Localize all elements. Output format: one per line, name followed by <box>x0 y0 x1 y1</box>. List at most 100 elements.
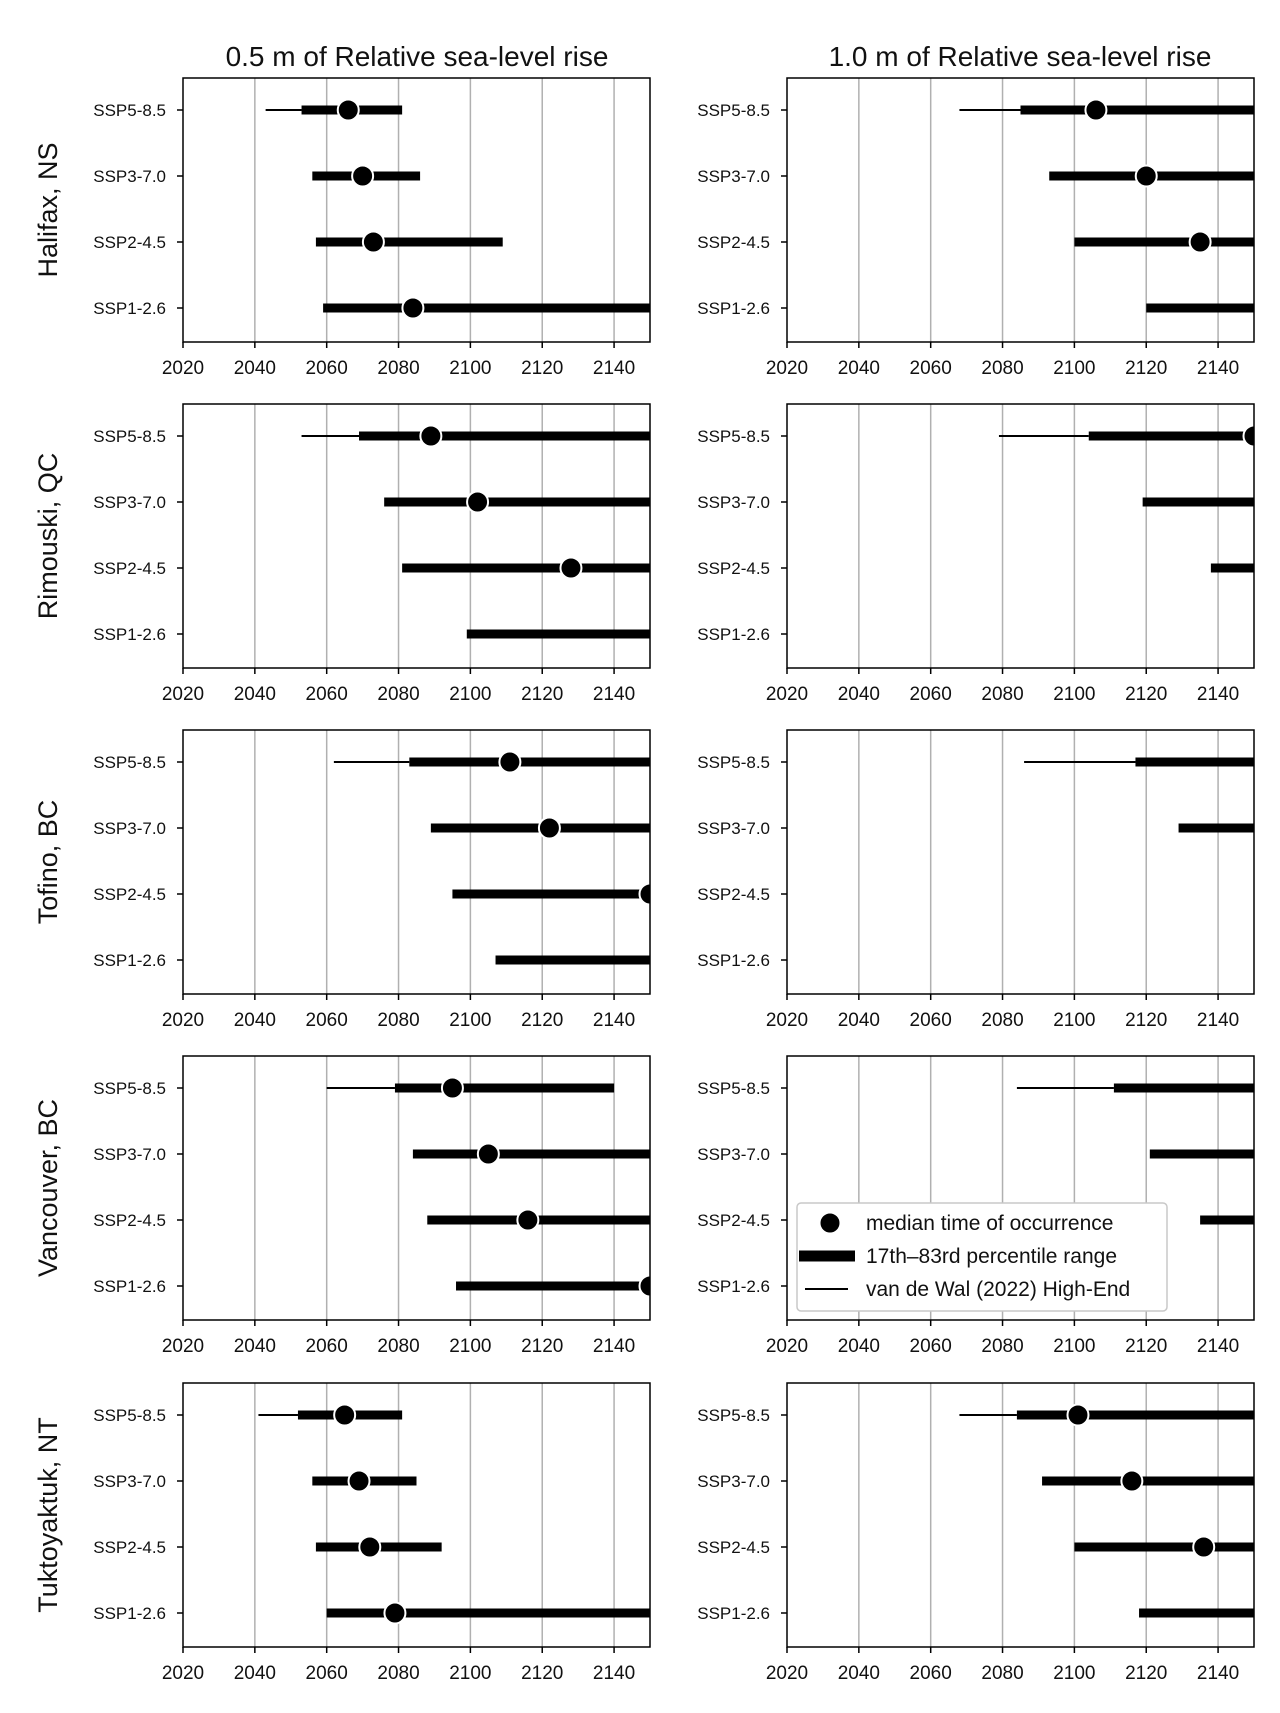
median-point <box>1188 230 1212 254</box>
x-tick-label: 2060 <box>306 1336 348 1357</box>
x-tick-label: 2140 <box>1197 1663 1239 1684</box>
median-point <box>476 1142 500 1166</box>
x-tick-label: 2080 <box>377 358 419 379</box>
y-tick-label: SSP2-4.5 <box>697 559 770 578</box>
median-point <box>1242 424 1254 448</box>
y-tick-label: SSP2-4.5 <box>93 1211 166 1230</box>
median-point <box>638 1274 650 1298</box>
panel-tuktoyaktuk-nt-1-0m: SSP5-8.5 SSP3-7.0 SSP2-4.5 SSP1-2.6 2020 2040… <box>697 1382 1255 1684</box>
marks <box>301 424 650 639</box>
x-tick-label: 2040 <box>838 1336 880 1357</box>
x-tick-label: 2060 <box>910 684 952 705</box>
x-tick-label: 2080 <box>981 684 1023 705</box>
y-tick-label: SSP1-2.6 <box>93 951 166 970</box>
x-tick-label: 2100 <box>1053 1336 1095 1357</box>
y-tick-label: SSP1-2.6 <box>93 1277 166 1296</box>
axes-frame <box>182 729 651 995</box>
legend-entry: median time of occurrence <box>866 1212 1113 1235</box>
y-tick-label: SSP2-4.5 <box>697 1538 770 1557</box>
legend-entry: van de Wal (2022) High-End <box>866 1278 1130 1301</box>
x-tick-label: 2140 <box>593 684 635 705</box>
y-tick-label: SSP3-7.0 <box>697 819 770 838</box>
y-tick-label: SSP5-8.5 <box>93 753 166 772</box>
panel-vancouver-bc-0-5m: SSP5-8.5 SSP3-7.0 SSP2-4.5 SSP1-2.6 2020 2040… <box>93 1055 651 1357</box>
median-point <box>638 882 650 906</box>
axes-frame <box>786 403 1255 669</box>
y-tick-label: SSP5-8.5 <box>93 427 166 446</box>
y-tick-label: SSP3-7.0 <box>697 1472 770 1491</box>
marks <box>258 1403 650 1625</box>
x-tick-label: 2120 <box>1125 1663 1167 1684</box>
x-tick-label: 2140 <box>1197 358 1239 379</box>
median-point <box>358 1535 382 1559</box>
panel-vancouver-bc-1-0m: SSP5-8.5 SSP3-7.0 SSP2-4.5 SSP1-2.6 2020 2040… <box>697 1055 1255 1357</box>
x-tick-label: 2140 <box>593 1336 635 1357</box>
x-tick-label: 2120 <box>1125 1336 1167 1357</box>
panel-tofino-bc-0-5m: SSP5-8.5 SSP3-7.0 SSP2-4.5 SSP1-2.6 2020 2040… <box>93 729 651 1031</box>
x-tick-label: 2040 <box>234 1010 276 1031</box>
x-tick-label: 2060 <box>910 1663 952 1684</box>
median-point <box>537 816 561 840</box>
row-label: Tofino, BC <box>33 800 63 925</box>
x-tick-label: 2140 <box>593 1663 635 1684</box>
panel-rimouski-qc-0-5m: SSP5-8.5 SSP3-7.0 SSP2-4.5 SSP1-2.6 2020 2040… <box>93 403 651 705</box>
marks <box>333 750 650 965</box>
x-tick-label: 2020 <box>162 358 204 379</box>
y-tick-label: SSP3-7.0 <box>93 493 166 512</box>
median-point <box>1066 1403 1090 1427</box>
axes-frame <box>786 1055 1255 1321</box>
y-tick-label: SSP5-8.5 <box>93 1079 166 1098</box>
x-tick-label: 2060 <box>306 358 348 379</box>
marks <box>1024 757 1254 833</box>
x-tick-label: 2120 <box>521 1010 563 1031</box>
x-tick-label: 2120 <box>1125 358 1167 379</box>
x-tick-label: 2080 <box>981 1010 1023 1031</box>
x-tick-label: 2040 <box>234 1336 276 1357</box>
axes-frame <box>786 77 1255 343</box>
legend-median-marker <box>818 1211 842 1235</box>
marks <box>998 424 1254 573</box>
y-tick-label: SSP1-2.6 <box>93 1604 166 1623</box>
y-tick-label: SSP3-7.0 <box>93 167 166 186</box>
y-tick-label: SSP1-2.6 <box>697 951 770 970</box>
x-tick-label: 2100 <box>1053 358 1095 379</box>
x-tick-label: 2040 <box>838 358 880 379</box>
axes-frame <box>182 1055 651 1321</box>
median-point <box>351 164 375 188</box>
panel-halifax-ns-1-0m: SSP5-8.5 SSP3-7.0 SSP2-4.5 SSP1-2.6 2020 2040… <box>697 77 1255 379</box>
x-tick-label: 2100 <box>1053 1663 1095 1684</box>
x-tick-label: 2040 <box>234 1663 276 1684</box>
x-tick-label: 2020 <box>766 358 808 379</box>
x-tick-label: 2100 <box>449 1663 491 1684</box>
x-tick-label: 2120 <box>521 358 563 379</box>
median-point <box>466 490 490 514</box>
x-tick-label: 2140 <box>593 1010 635 1031</box>
marks <box>265 98 650 320</box>
marks <box>326 1076 650 1298</box>
marks <box>959 1403 1254 1618</box>
axes-frame <box>182 77 651 343</box>
x-tick-label: 2120 <box>1125 684 1167 705</box>
y-tick-label: SSP3-7.0 <box>697 1145 770 1164</box>
y-tick-label: SSP5-8.5 <box>697 1406 770 1425</box>
x-tick-label: 2040 <box>838 1663 880 1684</box>
median-point <box>383 1601 407 1625</box>
y-tick-label: SSP3-7.0 <box>697 493 770 512</box>
median-point <box>419 424 443 448</box>
x-tick-label: 2020 <box>766 684 808 705</box>
legend-entry: 17th–83rd percentile range <box>866 1245 1117 1268</box>
x-tick-label: 2100 <box>449 358 491 379</box>
median-point <box>1192 1535 1216 1559</box>
y-tick-label: SSP1-2.6 <box>93 299 166 318</box>
median-point <box>498 750 522 774</box>
y-tick-label: SSP3-7.0 <box>93 1472 166 1491</box>
y-tick-label: SSP2-4.5 <box>697 885 770 904</box>
axes-frame <box>786 729 1255 995</box>
x-tick-label: 2060 <box>910 358 952 379</box>
x-tick-label: 2080 <box>377 684 419 705</box>
x-tick-label: 2020 <box>162 1336 204 1357</box>
panels: SSP5-8.5 SSP3-7.0 SSP2-4.5 SSP1-2.6 2020 2040… <box>33 77 1255 1684</box>
x-tick-label: 2060 <box>306 1663 348 1684</box>
col-title-0: 0.5 m of Relative sea-level rise <box>226 41 609 72</box>
